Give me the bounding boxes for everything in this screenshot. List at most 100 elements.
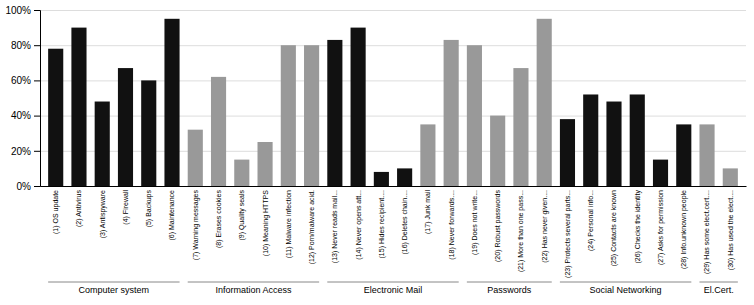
x-tick-label: (10) Meaning HTTPS	[262, 190, 270, 256]
x-tick: (29) Has some elect.cert....	[703, 190, 711, 274]
x-tick: (16) Deletes chain....	[401, 190, 409, 255]
y-tick-mark	[34, 10, 40, 11]
x-tick-label: (14) Never opens att...	[355, 190, 363, 260]
x-tick-label: (29) Has some elect.cert....	[703, 190, 711, 274]
x-tick: (22) Has never given....	[541, 190, 549, 263]
chart-svg: 0% 20% 40% 60% 80% 100% (1) OS update (2) Antiv…	[0, 0, 754, 305]
y-tick: 100%	[5, 5, 40, 16]
bar	[676, 124, 691, 186]
x-tick: (28) Info.unknown people	[680, 190, 688, 269]
group-bracket	[560, 282, 691, 283]
bar	[374, 172, 389, 186]
y-tick: 60%	[11, 75, 40, 86]
bar	[653, 160, 668, 186]
x-tick: (19) Does not write...	[471, 190, 479, 255]
x-tick: (14) Never opens att...	[355, 190, 363, 260]
group-label: El.Cert.	[704, 285, 734, 295]
y-axis-line	[34, 11, 41, 187]
x-tick-label: (16) Deletes chain....	[401, 190, 409, 255]
bar	[583, 94, 598, 186]
group-bracket	[327, 282, 458, 283]
x-tick: (11) Malware infection	[285, 190, 293, 258]
y-axis: 0% 20% 40% 60% 80% 100%	[5, 5, 40, 192]
x-tick: (7) Warning messages	[192, 190, 200, 261]
bar	[188, 130, 203, 186]
y-tick-mark	[34, 80, 40, 81]
x-tick-label: (27) Asks for permission	[657, 190, 665, 265]
x-tick-label: (17) Junk mail	[424, 190, 432, 234]
bar	[95, 102, 110, 186]
group-bracket	[467, 282, 552, 283]
grid-line	[40, 45, 746, 46]
x-tick: (21) More than one pass...	[517, 190, 525, 272]
x-tick-label: (6) Maintenance	[168, 190, 176, 241]
x-tick: (8) Erases cookies	[215, 190, 223, 248]
group-label: Social Networking	[590, 285, 662, 295]
bar	[351, 28, 366, 186]
bar	[630, 94, 645, 186]
grid-line	[40, 186, 746, 187]
bar	[164, 19, 179, 186]
bar	[304, 45, 319, 186]
x-tick-label: (15) Hides recipient....	[378, 190, 386, 259]
x-tick: (5) Backups	[145, 190, 153, 228]
x-tick-label: (24) Personal info...	[587, 190, 595, 251]
grid-tick	[40, 186, 746, 187]
x-tick: (2) Antivirus	[75, 190, 83, 227]
x-tick-label: (11) Malware infection	[285, 190, 293, 258]
x-tick: (4) Firewall	[122, 190, 130, 225]
y-tick-mark	[34, 151, 40, 152]
bars	[48, 19, 738, 186]
y-tick-label: 20%	[11, 146, 31, 157]
x-tick-label: (21) More than one pass...	[517, 190, 525, 272]
bar	[327, 40, 342, 186]
bar	[257, 142, 272, 186]
x-tick-label: (18) Never forwards....	[448, 190, 456, 260]
bar	[141, 80, 156, 186]
y-tick-label: 100%	[5, 5, 31, 16]
y-tick-label: 0%	[17, 181, 32, 192]
bar	[560, 119, 575, 186]
x-tick: (25) Contacts are known	[610, 190, 618, 266]
x-tick-label: (7) Warning messages	[192, 190, 200, 261]
x-tick: (9) Quality seals	[238, 190, 246, 241]
bar	[211, 77, 226, 186]
bar	[420, 124, 435, 186]
x-tick-label: (3) Antispyware	[99, 190, 107, 238]
groups: Computer systemInformation AccessElectro…	[48, 282, 738, 295]
x-tick: (20) Robust passwords	[494, 190, 502, 262]
bar	[490, 116, 505, 186]
bar	[281, 45, 296, 186]
group-bracket	[188, 282, 319, 283]
bar	[723, 168, 738, 186]
x-tick: (24) Personal info...	[587, 190, 595, 251]
x-tick-label: (19) Does not write...	[471, 190, 479, 255]
x-tick-label: (28) Info.unknown people	[680, 190, 688, 269]
x-tick-label: (4) Firewall	[122, 190, 130, 225]
x-axis-line	[41, 186, 747, 187]
x-tick-label: (25) Contacts are known	[610, 190, 618, 266]
grid-tick	[40, 10, 746, 11]
group-bracket	[699, 282, 737, 283]
x-tick-label: (30) Has used the elect....	[727, 190, 735, 270]
bar	[234, 160, 249, 186]
y-tick-mark	[34, 45, 40, 46]
x-tick-label: (9) Quality seals	[238, 190, 246, 241]
y-tick: 40%	[11, 110, 40, 121]
bar	[71, 28, 86, 186]
bar	[606, 102, 621, 186]
y-tick-label: 40%	[11, 110, 31, 121]
group-label: Electronic Mail	[364, 285, 423, 295]
bar	[699, 124, 714, 186]
x-tick-label: (26) Checks the identity	[634, 190, 642, 264]
y-tick-label: 80%	[11, 40, 31, 51]
x-tick: (15) Hides recipient....	[378, 190, 386, 259]
x-tick-label: (2) Antivirus	[75, 190, 83, 227]
y-tick: 20%	[11, 146, 40, 157]
x-tick: (30) Has used the elect....	[727, 190, 735, 270]
x-tick: (10) Meaning HTTPS	[262, 190, 270, 256]
group-label: Passwords	[487, 285, 532, 295]
x-tick-label: (1) OS update	[52, 190, 60, 234]
bar	[48, 49, 63, 186]
x-tick: (3) Antispyware	[99, 190, 107, 238]
